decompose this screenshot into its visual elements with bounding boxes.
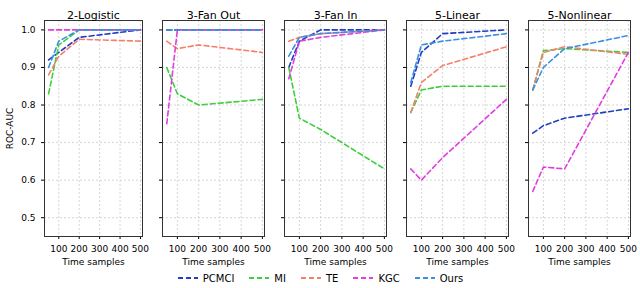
html-text:MI: MI	[274, 272, 286, 284]
svg-text:ROC-AUC: ROC-AUC	[5, 108, 15, 150]
svg-text:0.7: 0.7	[21, 137, 35, 147]
svg-text:100: 100	[535, 244, 552, 254]
svg-text:Time samples: Time samples	[181, 257, 245, 267]
html-text:KGC: KGC	[378, 272, 400, 284]
svg-text:0.9: 0.9	[21, 62, 36, 72]
svg-text:0.5: 0.5	[21, 213, 35, 223]
svg-text:400: 400	[355, 244, 372, 254]
svg-text:200: 200	[71, 244, 88, 254]
svg-text:Time samples: Time samples	[425, 257, 489, 267]
svg-text:100: 100	[413, 244, 430, 254]
svg-text:100: 100	[50, 244, 67, 254]
svg-text:0.8: 0.8	[21, 100, 36, 110]
svg-text:500: 500	[620, 244, 637, 254]
svg-text:300: 300	[455, 244, 472, 254]
svg-text:3-Fan In: 3-Fan In	[314, 9, 358, 22]
svg-text:400: 400	[111, 244, 128, 254]
svg-text:5-Linear: 5-Linear	[435, 9, 481, 22]
svg-text:200: 200	[556, 244, 573, 254]
svg-text:100: 100	[291, 244, 308, 254]
svg-text:500: 500	[376, 244, 393, 254]
html-text:PCMCI: PCMCI	[202, 272, 235, 284]
svg-text:Time samples: Time samples	[547, 257, 611, 267]
svg-text:400: 400	[233, 244, 250, 254]
svg-text:1.0: 1.0	[21, 25, 36, 35]
svg-text:500: 500	[498, 244, 515, 254]
svg-text:100: 100	[169, 244, 186, 254]
svg-text:3-Fan Out: 3-Fan Out	[187, 9, 241, 22]
svg-text:300: 300	[333, 244, 350, 254]
html-text:TE: TE	[325, 272, 339, 284]
svg-text:2-Logistic: 2-Logistic	[67, 9, 120, 22]
svg-text:300: 300	[211, 244, 228, 254]
svg-text:0.6: 0.6	[21, 175, 36, 185]
svg-text:300: 300	[577, 244, 594, 254]
svg-text:400: 400	[599, 244, 616, 254]
svg-text:Time samples: Time samples	[61, 257, 125, 267]
svg-text:400: 400	[477, 244, 494, 254]
svg-text:300: 300	[91, 244, 108, 254]
svg-text:200: 200	[190, 244, 207, 254]
svg-text:500: 500	[254, 244, 271, 254]
svg-text:200: 200	[434, 244, 451, 254]
svg-text:Time samples: Time samples	[303, 257, 367, 267]
svg-text:500: 500	[132, 244, 149, 254]
svg-text:200: 200	[312, 244, 329, 254]
html-text:Ours: Ours	[439, 272, 464, 284]
svg-text:5-Nonlinear: 5-Nonlinear	[547, 9, 611, 22]
